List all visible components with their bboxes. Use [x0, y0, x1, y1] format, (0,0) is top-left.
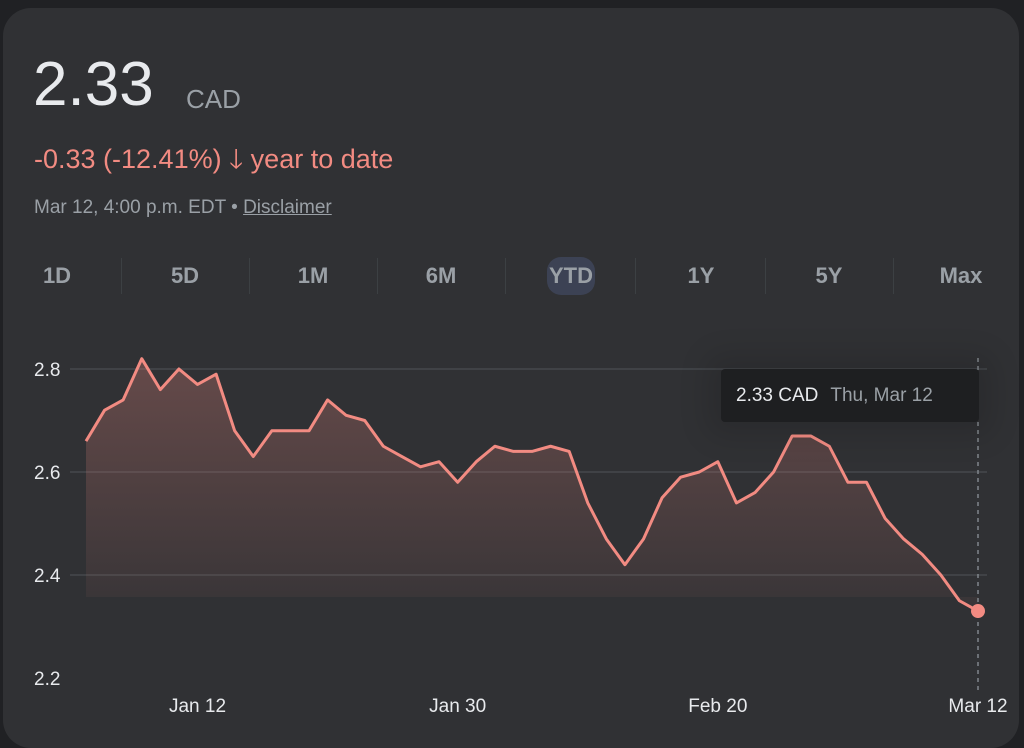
divider: [505, 258, 506, 294]
y-tick-label: 2.2: [34, 669, 60, 690]
x-tick-label: Jan 12: [169, 696, 226, 717]
disclaimer-link[interactable]: Disclaimer: [243, 197, 332, 218]
tab-ytd[interactable]: YTD: [507, 254, 635, 298]
price-line: [84, 357, 979, 613]
separator: •: [231, 197, 238, 218]
price-change: -0.33 (-12.41%) 🡓 year to date: [34, 140, 393, 186]
y-tick-label: 2.6: [34, 463, 60, 484]
tab-5d[interactable]: 5D: [170, 263, 200, 288]
tab-1m[interactable]: 1M: [297, 263, 329, 288]
arrow-down-icon: 🡓: [229, 144, 244, 174]
currency-label: CAD: [186, 84, 241, 114]
x-tick-label: Feb 20: [688, 696, 747, 717]
divider: [893, 258, 894, 294]
divider: [635, 258, 636, 294]
current-point-marker: [971, 604, 985, 619]
timestamp: Mar 12, 4:00 p.m. EDT: [34, 197, 226, 218]
x-tick-label: Mar 12: [948, 696, 1007, 717]
divider: [121, 258, 122, 294]
chart-tooltip: 2.33 CAD Thu, Mar 12: [721, 369, 979, 422]
divider: [377, 258, 378, 294]
y-tick-label: 2.8: [34, 360, 60, 381]
current-price: 2.33: [33, 50, 154, 119]
tab-1y[interactable]: 1Y: [687, 263, 715, 288]
divider: [765, 258, 766, 294]
y-tick-label: 2.4: [34, 566, 61, 587]
change-period: year to date: [250, 144, 394, 174]
price-area: [86, 358, 978, 612]
tab-6m[interactable]: 6M: [425, 263, 457, 288]
tab-5y[interactable]: 5Y: [815, 263, 843, 288]
tooltip-date: Thu, Mar 12: [830, 384, 933, 406]
tooltip-value: 2.33 CAD: [736, 384, 819, 406]
tab-max[interactable]: Max: [939, 263, 983, 288]
range-tabs: 1D 5D 1M 6M YTD 1Y 5Y Max: [0, 254, 1024, 298]
timestamp-line: Mar 12, 4:00 p.m. EDT • Disclaimer: [34, 197, 332, 219]
change-value: -0.33 (-12.41%): [34, 144, 222, 174]
divider: [249, 258, 250, 294]
x-tick-label: Jan 30: [429, 696, 486, 717]
tab-1d[interactable]: 1D: [42, 263, 72, 288]
